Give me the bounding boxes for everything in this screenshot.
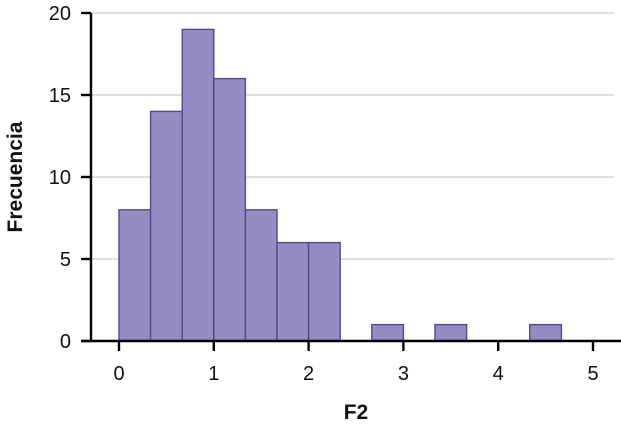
y-tick-label: 10 — [49, 167, 71, 189]
histogram-bar — [276, 241, 310, 342]
x-axis-title: F2 — [344, 401, 369, 424]
y-tick-label: 15 — [49, 85, 71, 107]
histogram-bars — [118, 28, 563, 342]
x-tick-label: 5 — [587, 363, 598, 385]
histogram-bar — [434, 323, 468, 342]
y-tick-label: 0 — [60, 331, 71, 353]
x-tick-label: 0 — [113, 363, 124, 385]
histogram-bar — [244, 209, 278, 342]
y-tick-label: 5 — [60, 249, 71, 271]
x-tick-label: 3 — [398, 363, 409, 385]
histogram-bar — [213, 77, 247, 342]
histogram-bar — [529, 323, 563, 342]
y-axis-ticks: 0 5 10 15 20 — [49, 3, 91, 353]
histogram-bar — [181, 28, 215, 342]
histogram-bar — [149, 110, 183, 342]
x-tick-label: 1 — [208, 363, 219, 385]
y-tick-label: 20 — [49, 3, 71, 25]
histogram-bar — [118, 209, 152, 342]
histogram-bar — [307, 241, 341, 342]
x-tick-label: 2 — [303, 363, 314, 385]
x-tick-label: 4 — [493, 363, 504, 385]
y-axis-title: Frecuencia — [4, 121, 27, 232]
x-axis-ticks: 0 1 2 3 4 5 — [113, 341, 599, 385]
histogram-bar — [371, 323, 405, 342]
